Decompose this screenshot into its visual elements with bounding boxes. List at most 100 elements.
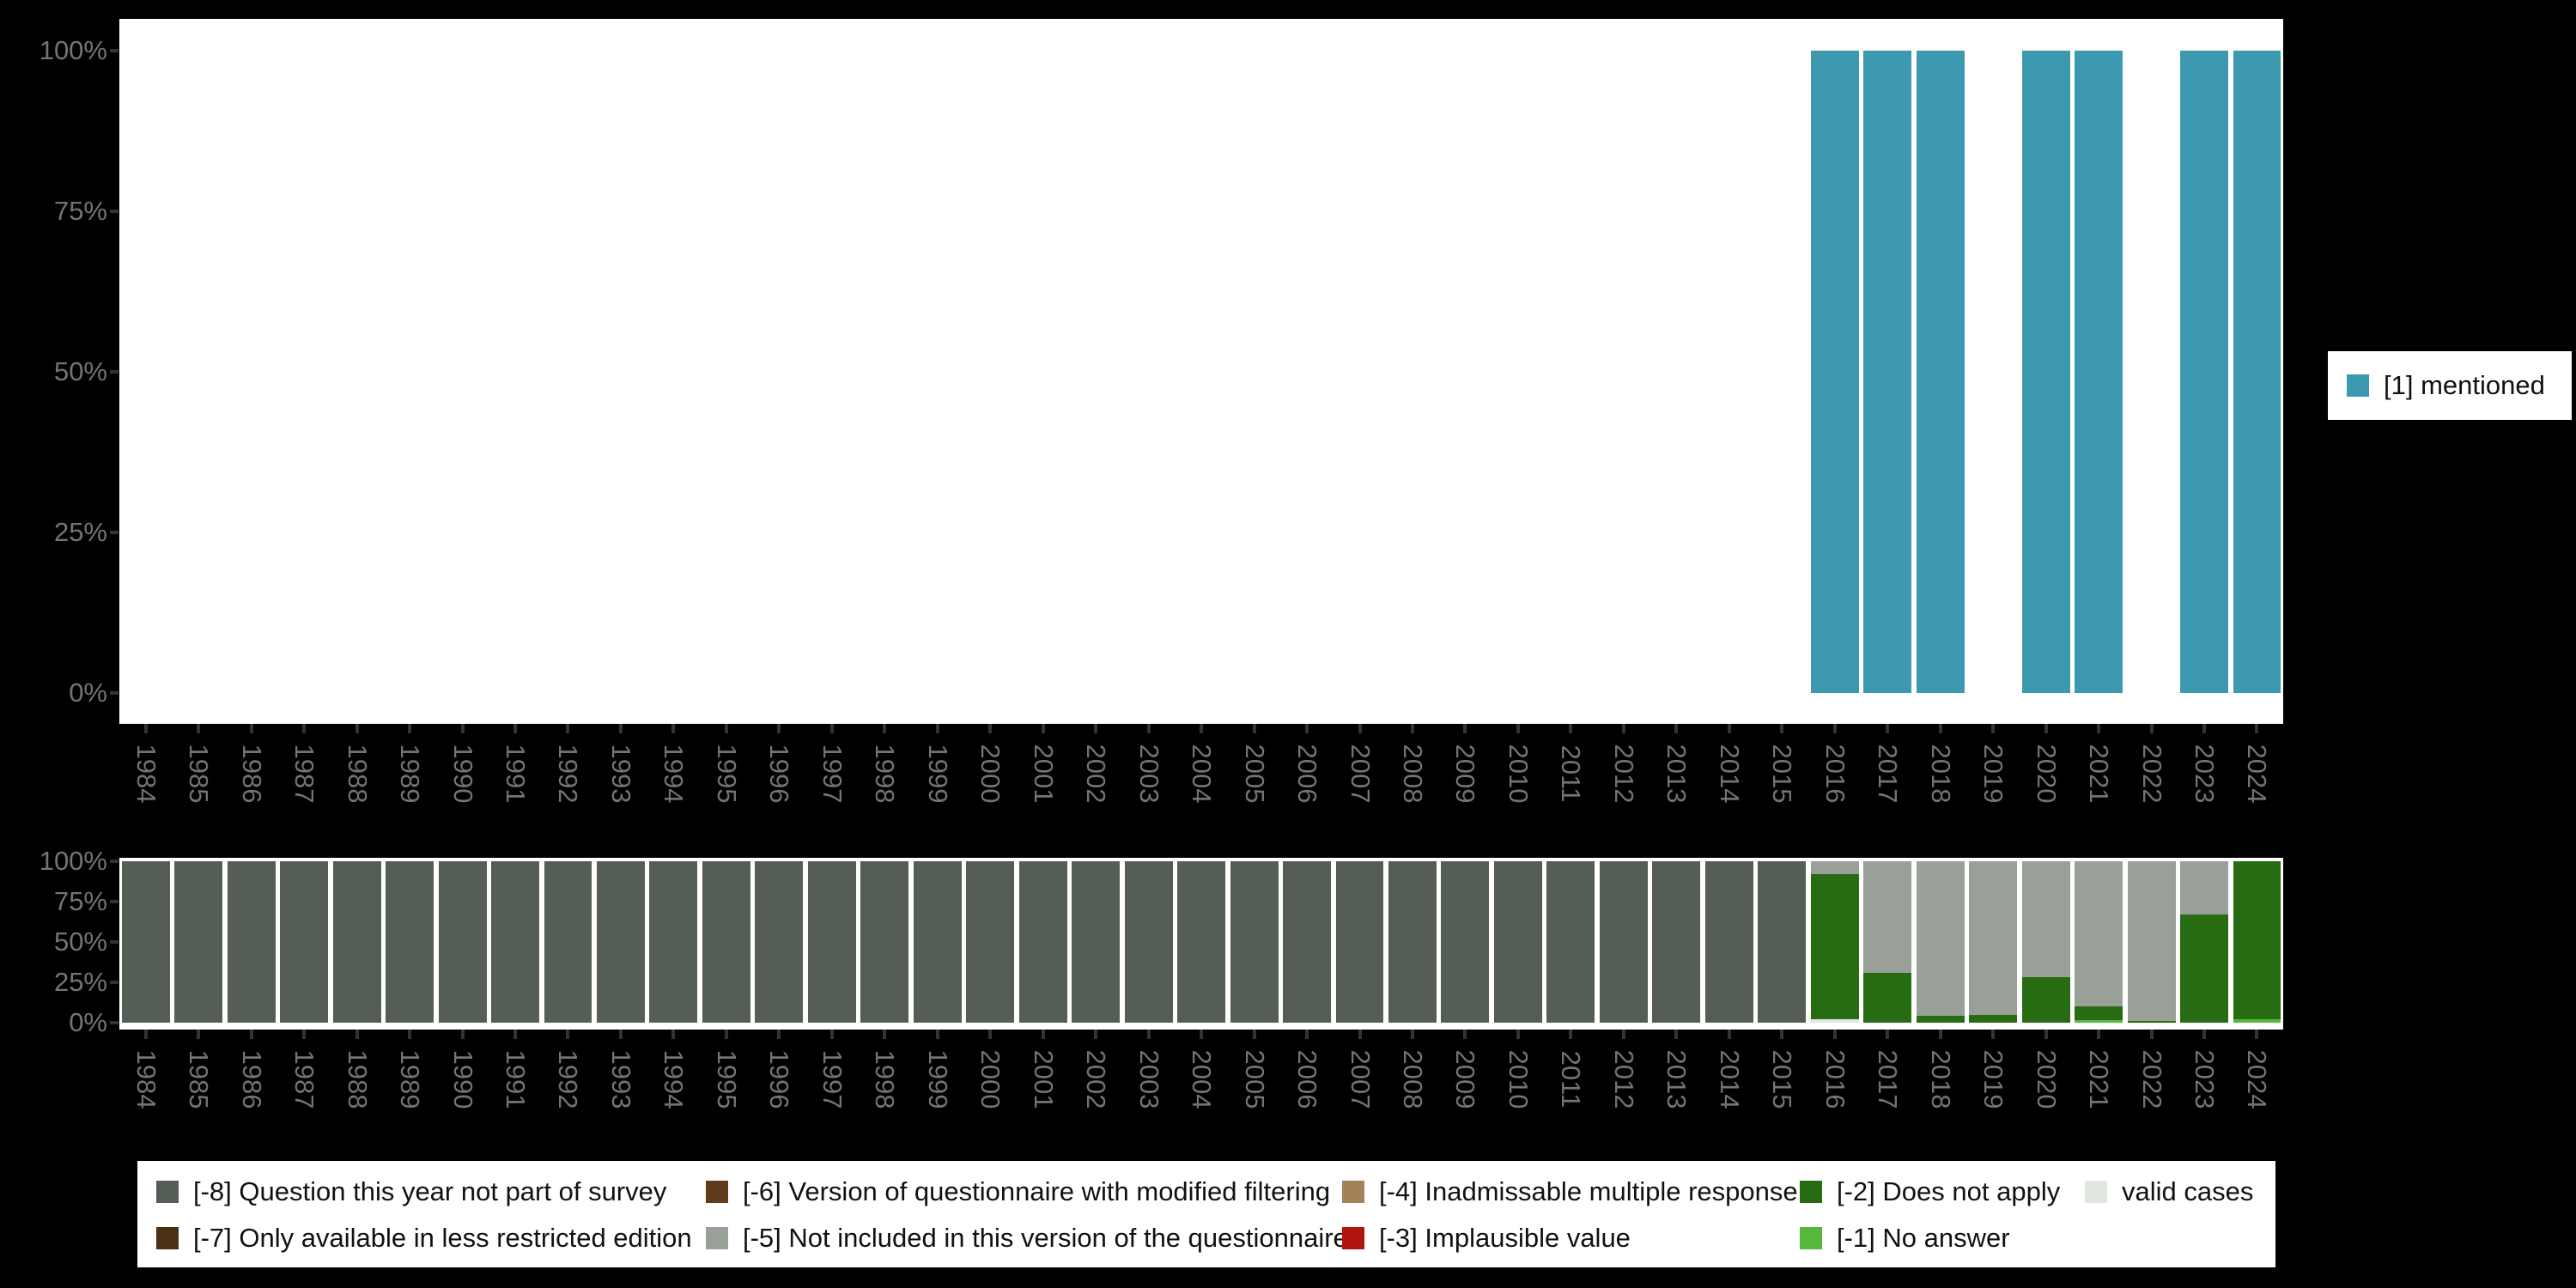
x-slot-2013: 2013 (1650, 724, 1703, 820)
x-tick-2015 (1780, 724, 1784, 733)
legend-entry--1: [-1] No answer (1800, 1223, 2010, 1254)
stack-slot-2003 (1122, 861, 1175, 1023)
bar-slot-1998 (859, 51, 911, 693)
y-tick-100% (110, 860, 118, 863)
bar-2016 (1810, 51, 1859, 693)
x-tick-2001 (1041, 1030, 1045, 1039)
x-slot-2017: 2017 (1861, 1030, 1913, 1126)
bar-2020 (2021, 51, 2070, 693)
x-slot-2023: 2023 (2178, 724, 2230, 820)
segment-2010--8 (1493, 861, 1542, 1023)
x-tick-2005 (1252, 1030, 1256, 1039)
legend-entry-valid-cases: valid cases (2085, 1176, 2253, 1207)
bar-slot-2004 (1175, 51, 1227, 693)
x-label-2020: 2020 (2031, 1049, 2062, 1109)
x-label-2017: 2017 (1873, 1049, 1904, 1109)
x-tick-2000 (988, 1030, 993, 1039)
legend-swatch (1342, 1181, 1364, 1203)
x-label-1996: 1996 (764, 1049, 795, 1109)
legend-swatch (706, 1227, 728, 1249)
segment-2020--2 (2021, 977, 2070, 1023)
bar-slot-2019 (1966, 51, 2019, 693)
segment-2022--5 (2127, 861, 2176, 1022)
x-tick-1994 (671, 1030, 676, 1039)
x-tick-2021 (2097, 724, 2101, 733)
x-label-1998: 1998 (870, 744, 901, 804)
stack-slot-2004 (1175, 861, 1227, 1023)
x-slot-2012: 2012 (1597, 724, 1649, 820)
x-label-2010: 2010 (1503, 744, 1534, 804)
legend-entry--8: [-8] Question this year not part of surv… (156, 1176, 666, 1207)
mentioned-chart-y-axis-labels: 100% 75% 50% 25% 0% (0, 35, 107, 708)
legend-entry--2: [-2] Does not apply (1800, 1176, 2060, 1207)
x-slot-2019: 2019 (1966, 1030, 2019, 1126)
x-label-1998: 1998 (870, 1049, 901, 1109)
y-label-100%: 100% (39, 35, 107, 65)
segment-2007--8 (1335, 861, 1384, 1023)
x-label-1990: 1990 (447, 1049, 478, 1109)
x-label-1993: 1993 (605, 1049, 636, 1109)
segment-1989--8 (386, 861, 434, 1023)
x-tick-2015 (1780, 1030, 1784, 1039)
x-slot-1991: 1991 (489, 724, 541, 820)
segment-1992--8 (544, 861, 592, 1023)
x-slot-1998: 1998 (859, 724, 911, 820)
x-tick-2022 (2149, 1030, 2154, 1039)
x-tick-1984 (143, 724, 148, 733)
stack-slot-2000 (964, 861, 1017, 1023)
x-tick-2002 (1094, 724, 1098, 733)
x-label-2023: 2023 (2190, 1049, 2221, 1109)
segment-2022--2 (2127, 1021, 2176, 1023)
x-slot-2020: 2020 (2020, 724, 2072, 820)
bar-slot-2023 (2178, 51, 2230, 693)
legend-label-mentioned: [1] mentioned (2384, 370, 2545, 400)
x-label-1995: 1995 (711, 1049, 742, 1109)
x-slot-2006: 2006 (1280, 1030, 1333, 1126)
x-label-2011: 2011 (1556, 744, 1587, 803)
segment-1996--8 (755, 861, 804, 1023)
bar-slot-1999 (911, 51, 963, 693)
x-tick-2010 (1516, 1030, 1520, 1039)
x-label-2008: 2008 (1397, 744, 1428, 804)
x-label-1984: 1984 (131, 744, 161, 804)
bottom-legend: [-8] Question this year not part of surv… (137, 1161, 2275, 1267)
bar-slot-1990 (436, 51, 489, 693)
segment-2018--5 (1916, 861, 1965, 1017)
segment-2019--2 (1969, 1014, 2018, 1023)
x-slot-2017: 2017 (1861, 724, 1913, 820)
x-tick-2020 (2044, 1030, 2048, 1039)
legend-swatch (1800, 1227, 1822, 1249)
x-tick-1991 (513, 724, 518, 733)
bar-slot-2022 (2125, 51, 2178, 693)
x-tick-1996 (777, 724, 781, 733)
segment-2002--8 (1072, 861, 1121, 1023)
bar-slot-1984 (119, 51, 172, 693)
x-slot-1992: 1992 (542, 724, 594, 820)
segment-1997--8 (807, 861, 856, 1023)
segment-1986--8 (227, 861, 276, 1023)
segment-2001--8 (1018, 861, 1067, 1023)
bar-slot-2024 (2231, 51, 2283, 693)
x-slot-2014: 2014 (1703, 1030, 1755, 1126)
bar-slot-2009 (1439, 51, 1492, 693)
x-tick-1986 (249, 724, 253, 733)
segment-2004--8 (1177, 861, 1226, 1023)
y-tick-75% (110, 900, 118, 903)
stack-slot-1992 (542, 861, 594, 1023)
stack-slot-2017 (1861, 861, 1913, 1023)
segment-2006--8 (1283, 861, 1331, 1023)
x-slot-2022: 2022 (2125, 724, 2178, 820)
x-label-2003: 2003 (1133, 1049, 1164, 1109)
x-tick-2024 (2255, 724, 2259, 733)
top-legend: [1] mentioned (2328, 351, 2572, 420)
x-slot-1996: 1996 (753, 1030, 805, 1126)
x-label-2010: 2010 (1503, 1049, 1534, 1109)
x-label-2003: 2003 (1133, 744, 1164, 804)
x-tick-1991 (513, 1030, 518, 1039)
stack-slot-1986 (225, 861, 277, 1023)
x-tick-1988 (355, 724, 359, 733)
stack-slot-1993 (594, 861, 647, 1023)
x-tick-2006 (1305, 1030, 1309, 1039)
x-slot-1984: 1984 (119, 1030, 172, 1126)
y-tick-0% (110, 1021, 118, 1024)
